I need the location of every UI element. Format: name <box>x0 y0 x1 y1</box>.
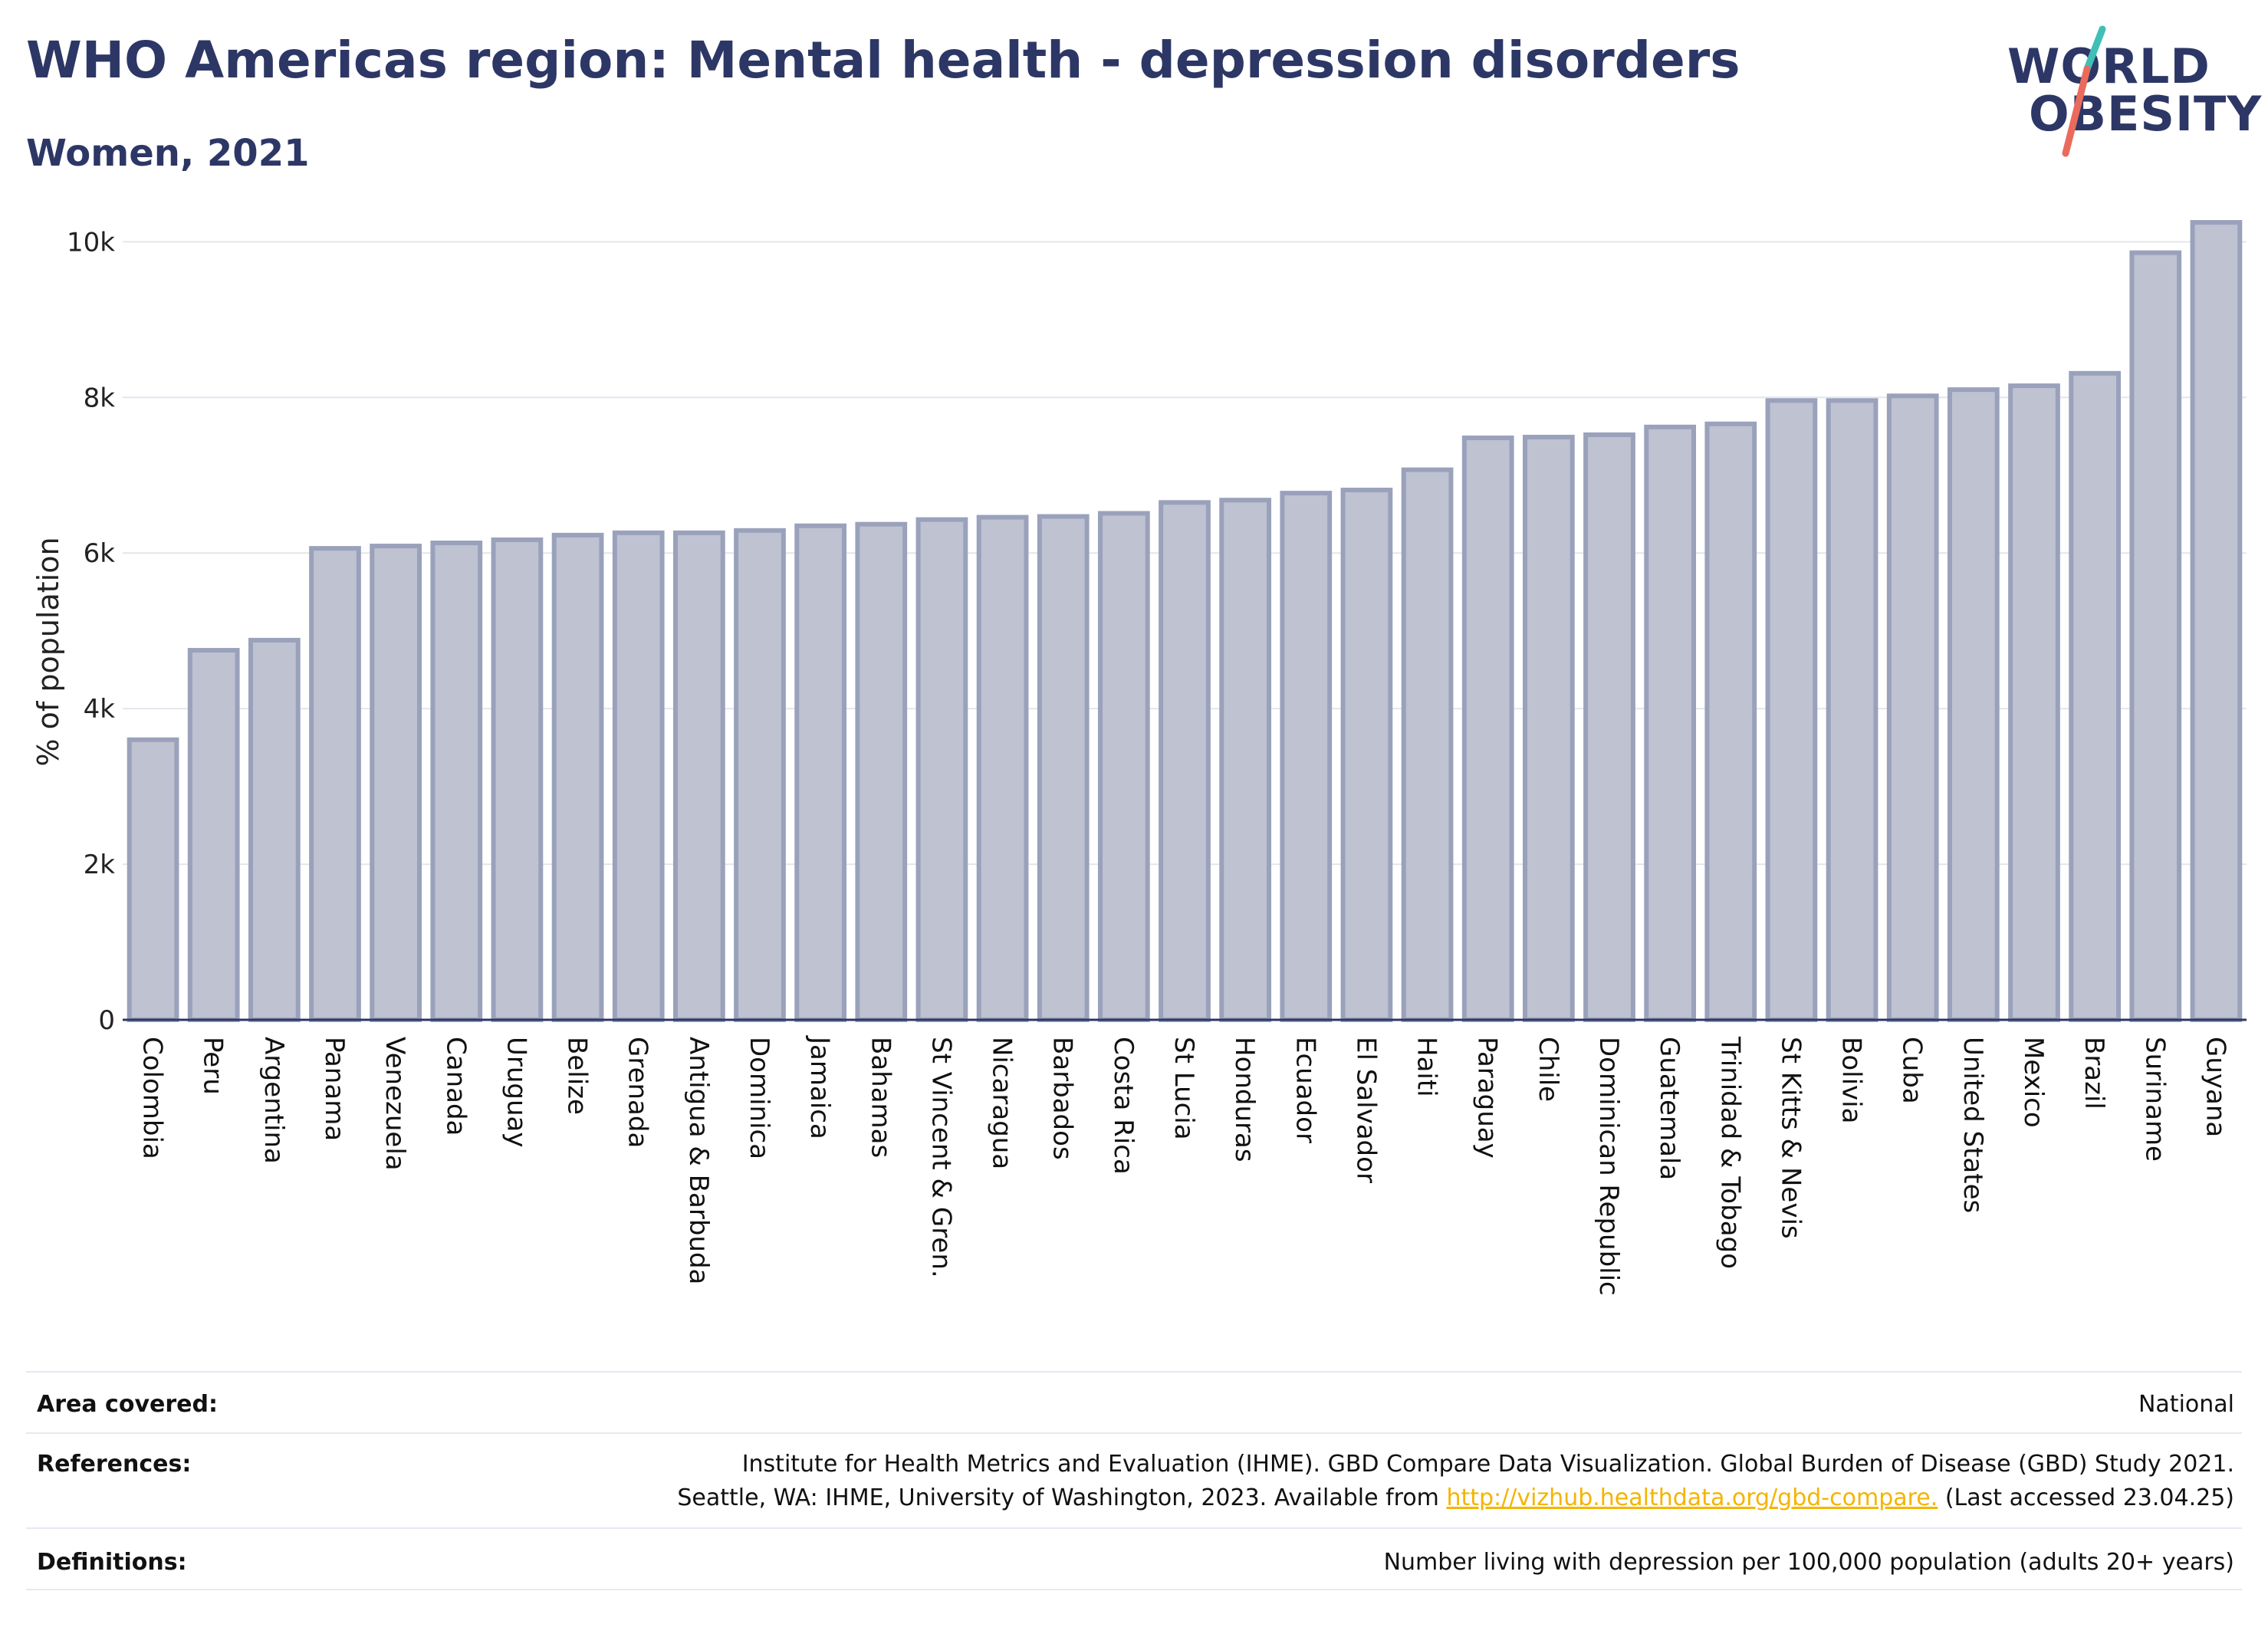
x-tick-label: Nicaragua <box>987 1037 1017 1169</box>
bar <box>1704 421 1757 1023</box>
references-last-accessed: (Last accessed 23.04.25) <box>1938 1484 2234 1511</box>
x-tick-label: Barbados <box>1047 1037 1078 1160</box>
bar <box>430 541 483 1022</box>
bar <box>1461 436 1514 1022</box>
bar <box>915 517 968 1022</box>
bar <box>1340 488 1393 1023</box>
area-covered-row: Area covered: National <box>26 1371 2242 1432</box>
info-table: Area covered: National References: Insti… <box>26 1371 2242 1590</box>
x-tick-label: St Kitts & Nevis <box>1775 1037 1806 1239</box>
x-tick-label: Uruguay <box>501 1037 531 1148</box>
x-tick-label: Belize <box>562 1037 593 1115</box>
bar <box>1583 432 1635 1022</box>
y-tick-label: 6k <box>84 538 116 569</box>
x-tick-label: Colombia <box>137 1037 168 1159</box>
area-covered-label: Area covered: <box>37 1391 218 1418</box>
x-tick-label: Guatemala <box>1654 1037 1685 1180</box>
bar <box>1522 435 1575 1023</box>
x-tick-label: St Lucia <box>1169 1037 1199 1140</box>
x-tick-label: Bolivia <box>1836 1037 1867 1123</box>
y-tick-label: 8k <box>84 383 116 413</box>
logo-line-1: WORLD <box>2007 38 2210 94</box>
bar <box>309 546 361 1022</box>
x-tick-label: Argentina <box>258 1037 289 1164</box>
x-tick-label: Haiti <box>1412 1037 1442 1097</box>
logo-slash-icon <box>2062 25 2106 157</box>
bar <box>1219 498 1272 1023</box>
bar <box>551 532 604 1022</box>
y-axis-label: % of population <box>31 537 65 766</box>
bar <box>1947 387 2000 1022</box>
x-tick-label: Ecuador <box>1290 1037 1320 1143</box>
references-row: References: Institute for Health Metrics… <box>26 1432 2242 1527</box>
references-line-1: Institute for Health Metrics and Evaluat… <box>741 1451 2234 1478</box>
x-tick-label: Honduras <box>1229 1037 1260 1162</box>
bar <box>672 530 725 1022</box>
x-tick-label: Dominica <box>744 1037 774 1159</box>
bar <box>1401 467 1454 1022</box>
bar <box>976 515 1029 1023</box>
y-tick-label: 0 <box>98 1005 115 1036</box>
bar <box>1644 424 1697 1023</box>
x-tick-label: Paraguay <box>1472 1037 1503 1159</box>
x-tick-label: St Vincent & Gren. <box>925 1037 956 1278</box>
x-tick-label: United States <box>1957 1037 1988 1213</box>
references-label: References: <box>37 1451 192 1478</box>
definitions-row: Definitions: Number living with depressi… <box>26 1527 2242 1590</box>
chart-subtitle: Women, 2021 <box>26 132 310 175</box>
bar <box>2069 370 2122 1022</box>
bar <box>855 521 908 1022</box>
x-tick-label: Brazil <box>2079 1037 2109 1110</box>
bar <box>1280 491 1333 1022</box>
x-tick-label: Canada <box>440 1037 471 1136</box>
bar <box>1159 500 1211 1022</box>
x-tick-label: Suriname <box>2139 1037 2170 1162</box>
bar <box>370 544 422 1022</box>
x-tick-label: Bahamas <box>865 1037 896 1158</box>
y-tick-label: 2k <box>84 850 116 880</box>
bar <box>1037 514 1090 1023</box>
bar-chart: 0 2k 4k 6k 8k 10k % of population Colombia Peru A… <box>31 220 2247 1296</box>
x-tick-label: Mexico <box>2018 1037 2049 1128</box>
bar <box>2190 220 2243 1022</box>
x-tick-label: Costa Rica <box>1108 1037 1139 1175</box>
definitions-value: Number living with depression per 100,00… <box>1383 1549 2234 1576</box>
bar <box>127 737 179 1022</box>
bar <box>794 523 847 1022</box>
x-tick-label: Antigua & Barbuda <box>683 1037 714 1284</box>
y-tick-label: 10k <box>67 227 115 258</box>
world-obesity-logo: WORLD OBESITY <box>2001 23 2261 161</box>
bar <box>187 648 240 1022</box>
bar <box>1097 511 1150 1023</box>
x-tick-label: Venezuela <box>380 1037 410 1171</box>
bar <box>491 537 544 1023</box>
bar <box>2008 383 2060 1022</box>
x-tick-label: Cuba <box>1897 1037 1928 1104</box>
x-tick-label: Jamaica <box>804 1035 835 1139</box>
bar <box>1765 398 1818 1023</box>
x-tick-label: Trinidad & Tobago <box>1714 1036 1745 1269</box>
x-tick-label: Chile <box>1533 1037 1563 1102</box>
definitions-label: Definitions: <box>37 1549 187 1576</box>
x-tick-label: Grenada <box>623 1037 653 1148</box>
bar <box>2129 250 2182 1022</box>
bar <box>1826 398 1878 1023</box>
x-tick-label: Guyana <box>2200 1037 2230 1137</box>
y-tick-label: 4k <box>84 694 116 725</box>
x-tick-label: Panama <box>319 1037 350 1141</box>
x-tick-label: Peru <box>198 1037 228 1095</box>
area-covered-value: National <box>2138 1391 2234 1418</box>
references-line-2-text: Seattle, WA: IHME, University of Washing… <box>677 1484 1447 1511</box>
x-tick-label: El Salvador <box>1350 1037 1381 1183</box>
bar <box>612 530 665 1022</box>
bar <box>734 528 786 1023</box>
references-link[interactable]: http://vizhub.healthdata.org/gbd-compare… <box>1446 1484 1938 1511</box>
chart-title: WHO Americas region: Mental health - dep… <box>26 31 1740 90</box>
bar <box>1886 393 1939 1022</box>
bar <box>248 637 301 1022</box>
x-tick-label: Dominican Republic <box>1593 1037 1624 1296</box>
references-value: Institute for Health Metrics and Evaluat… <box>677 1448 2242 1515</box>
references-line-2: Seattle, WA: IHME, University of Washing… <box>677 1481 2234 1515</box>
